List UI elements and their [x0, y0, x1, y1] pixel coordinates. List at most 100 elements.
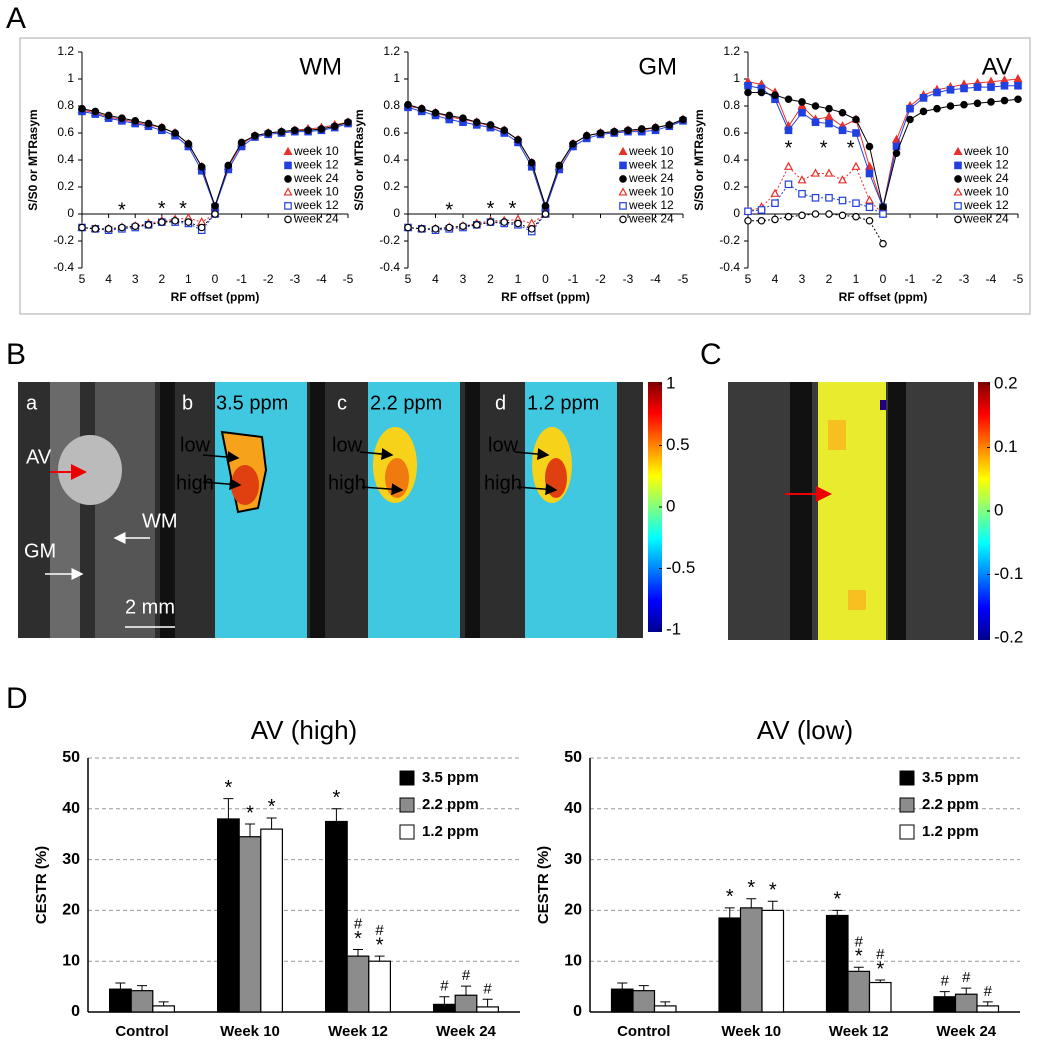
marker [987, 98, 995, 106]
x-tick-label: -3 [623, 272, 634, 286]
legend-label: week 12 [963, 198, 1009, 212]
marker [596, 129, 605, 137]
marker [527, 218, 537, 227]
y-tick-label: 0 [733, 206, 740, 220]
marker [404, 223, 412, 232]
bar [954, 993, 978, 1013]
significance-marker: # [941, 973, 950, 990]
x-tick-label: 0 [542, 272, 549, 286]
marker [330, 122, 339, 131]
y-tick-label: 0.2 [57, 179, 74, 193]
marker [946, 85, 955, 94]
annotation: * [820, 137, 828, 159]
marker [445, 111, 454, 120]
legend-label: week 10 [628, 185, 674, 199]
legend-label: week 10 [963, 144, 1009, 158]
significance-marker: * [855, 946, 863, 968]
legend-swatch [899, 824, 915, 840]
marker [946, 102, 955, 110]
marker [1013, 73, 1023, 83]
error-bar [158, 1001, 169, 1006]
marker [879, 210, 887, 218]
legend-marker [619, 175, 627, 183]
x-tick-label: Week 24 [436, 1023, 496, 1040]
marker [824, 168, 834, 177]
marker [237, 138, 246, 147]
x-tick-label: 4 [772, 272, 779, 286]
marker [744, 88, 752, 97]
y-axis-label: S/S0 or MTRasym [352, 109, 366, 210]
y-tick-label: 20 [62, 902, 80, 919]
marker [679, 115, 687, 124]
legend-marker [954, 175, 962, 183]
legend-swatch [399, 797, 415, 813]
legend-label: week 10 [963, 185, 1009, 199]
error-bar [746, 898, 757, 908]
x-axis-label: RF offset (ppm) [501, 290, 590, 304]
bar [868, 981, 892, 1013]
legend-marker [954, 202, 962, 210]
series-line [748, 213, 884, 244]
marker [919, 94, 928, 102]
y-tick-label: -0.2 [53, 233, 74, 247]
y-tick-label: 0 [67, 206, 74, 220]
marker [811, 194, 820, 202]
y-tick-label: 40 [564, 800, 582, 817]
legend-swatch [399, 770, 415, 786]
marker [527, 158, 536, 167]
legend-label: 3.5 ppm [922, 769, 979, 786]
y-tick-label: 50 [564, 749, 582, 766]
x-tick-label: 5 [79, 272, 86, 286]
marker [665, 121, 674, 129]
x-tick-label: -1 [905, 272, 916, 286]
significance-marker: * [726, 886, 734, 908]
marker [811, 210, 820, 218]
x-tick-label: -1 [236, 272, 247, 286]
roi-label: low [332, 434, 363, 456]
error-bar [266, 817, 277, 830]
significance-marker: * [876, 958, 884, 980]
bar [718, 917, 742, 1013]
panel-label: D [6, 682, 28, 715]
x-tick-label: 3 [799, 272, 806, 286]
y-tick-label: 0.4 [723, 152, 740, 166]
marker [118, 114, 126, 122]
legend-label: 1.2 ppm [422, 823, 479, 840]
marker [798, 108, 806, 117]
panel-label: C [700, 338, 722, 371]
marker [131, 222, 140, 230]
marker [582, 131, 591, 140]
y-tick-label: 0.8 [723, 98, 740, 112]
marker [1014, 81, 1022, 90]
marker [251, 131, 259, 140]
colorbar-tick-label: 1 [666, 373, 675, 392]
legend-label: week 12 [293, 198, 339, 212]
x-tick-label: 1 [515, 272, 522, 286]
colorbar-tick-label: 0.1 [994, 437, 1018, 456]
x-tick-label: Control [617, 1023, 670, 1040]
marker [610, 127, 619, 136]
marker [171, 129, 179, 137]
error-bar [115, 982, 126, 990]
roi-label: high [328, 472, 366, 494]
marker [784, 212, 793, 221]
marker [144, 221, 153, 229]
x-tick-label: 1 [185, 272, 192, 286]
error-bar [374, 955, 385, 962]
marker [825, 210, 833, 218]
significance-marker: * [246, 802, 254, 824]
marker [825, 119, 833, 128]
marker [851, 161, 861, 170]
error-bar [353, 949, 363, 957]
y-axis-label: CESTR (%) [33, 846, 50, 924]
legend-label: week 10 [293, 185, 339, 199]
legend-label: 2.2 ppm [922, 796, 979, 813]
significance-marker: * [268, 796, 276, 818]
marker [417, 225, 426, 233]
series-line [81, 213, 216, 231]
marker [104, 225, 113, 233]
marker [527, 225, 536, 233]
marker [906, 104, 914, 113]
marker [892, 149, 901, 158]
marker [825, 104, 833, 113]
